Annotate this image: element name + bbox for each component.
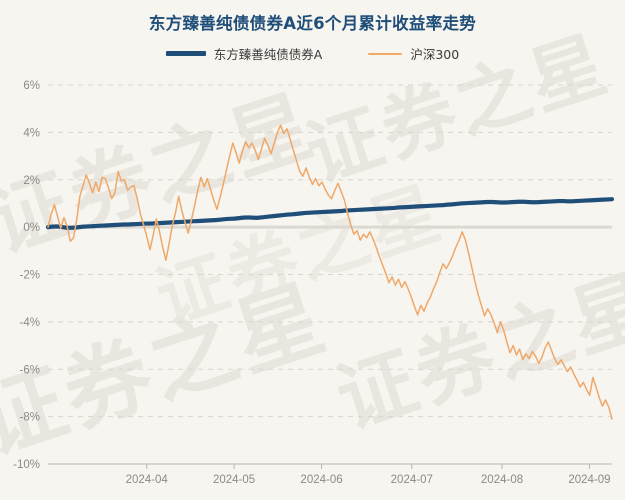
x-axis-tick-label: 2024-07 (391, 474, 433, 486)
y-axis-tick-label: 6% (23, 80, 40, 92)
chart-title: 东方臻善纯债债券A近6个月累计收益率走势 (148, 14, 477, 33)
x-axis-tick-label: 2024-05 (213, 474, 255, 486)
x-axis-tick-label: 2024-09 (568, 474, 610, 486)
x-axis-tick-label: 2024-08 (481, 474, 523, 486)
y-axis-tick-label: -2% (20, 270, 40, 282)
y-axis-tick-labels: 6% 4% 2% 0% -2% -4% -6% -8% -10% (13, 80, 40, 471)
legend-item-index[interactable]: 沪深300 (368, 44, 459, 63)
series-line-fund (45, 197, 615, 230)
x-axis (48, 463, 612, 469)
x-axis-tick-labels: 2024-04 2024-05 2024-06 2024-07 2024-08 2024-… (126, 474, 611, 486)
y-axis-tick-label: 4% (23, 127, 40, 139)
y-axis-tick-label: -6% (20, 364, 40, 376)
y-axis-tick-label: 2% (23, 175, 40, 187)
y-axis-tick-label: 0% (23, 222, 40, 234)
legend-item-fund[interactable]: 东方臻善纯债债券A (165, 44, 323, 63)
legend-swatch-fund-icon (165, 51, 206, 56)
y-axis-tick-label: -10% (13, 459, 40, 471)
x-axis-tick-label: 2024-04 (126, 474, 169, 486)
y-axis-tick-label: -8% (20, 412, 40, 424)
legend-label-index: 沪深300 (410, 47, 460, 62)
data-series-group (45, 124, 615, 420)
x-axis-tick-label: 2024-06 (300, 474, 342, 486)
legend-swatch-index-icon (368, 52, 403, 55)
y-axis-tick-label: -4% (20, 317, 40, 329)
series-line-index (47, 124, 613, 420)
chart-legend: 东方臻善纯债债券A 沪深300 (0, 44, 625, 63)
legend-label-fund: 东方臻善纯债债券A (213, 47, 323, 62)
gridlines-group (48, 84, 612, 465)
